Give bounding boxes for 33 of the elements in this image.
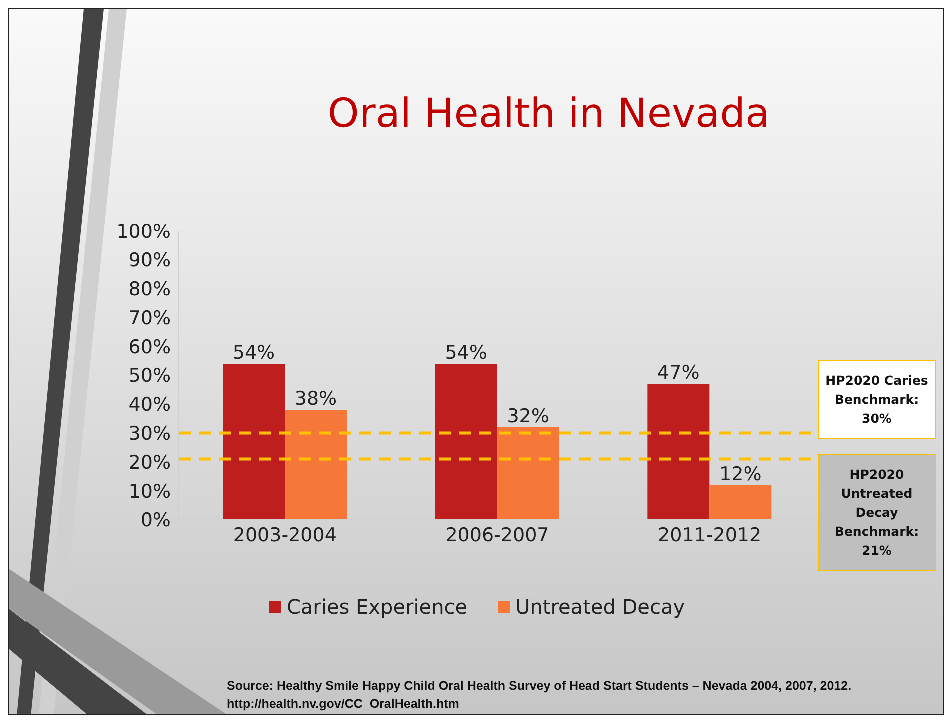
y-tick-label: 50% xyxy=(128,365,171,388)
source-note: Source: Healthy Smile Happy Child Oral Health Survey of Head Start Students – Nevada 2004, 2007, 2012. xyxy=(227,678,852,695)
y-tick-label: 60% xyxy=(128,336,171,358)
y-tick-label: 40% xyxy=(128,394,171,416)
y-tick-label: 30% xyxy=(128,423,171,446)
data-label: 54% xyxy=(232,342,276,364)
bar xyxy=(285,410,347,520)
chart-title: Oral Health in Nevada xyxy=(326,91,772,137)
y-tick-label: 20% xyxy=(128,452,171,474)
bar xyxy=(710,485,772,520)
x-tick-label: 2006-2007 xyxy=(446,524,550,546)
y-tick-label: 90% xyxy=(128,250,171,272)
x-tick-label: 2011-2012 xyxy=(658,524,762,546)
y-tick-label: 0% xyxy=(140,510,171,532)
bar xyxy=(223,364,285,520)
bar xyxy=(435,364,498,520)
y-tick-label: 80% xyxy=(128,278,171,301)
y-tick-label: 100% xyxy=(116,220,171,243)
data-label: 54% xyxy=(445,342,488,364)
text: http://health.nv.gov/CC_OralHealth.htm xyxy=(227,696,460,713)
bar xyxy=(497,428,560,520)
data-label: 12% xyxy=(720,463,762,486)
x-tick-label: 2003-2004 xyxy=(233,524,337,546)
data-label: 47% xyxy=(658,362,700,384)
y-tick-label: 70% xyxy=(128,307,171,330)
y-tick-label: 10% xyxy=(128,480,171,503)
ref-line-label: HP2020 Caries Benchmark: 30% xyxy=(818,360,936,440)
legend-label: Untreated Decay xyxy=(514,595,686,619)
legend-label: Caries Experience xyxy=(286,595,468,619)
data-label: 32% xyxy=(507,406,550,428)
data-label: 38% xyxy=(294,388,338,410)
bar xyxy=(648,384,710,520)
ref-line-label: HP2020 Untreated Decay Benchmark: 21% xyxy=(818,454,936,572)
